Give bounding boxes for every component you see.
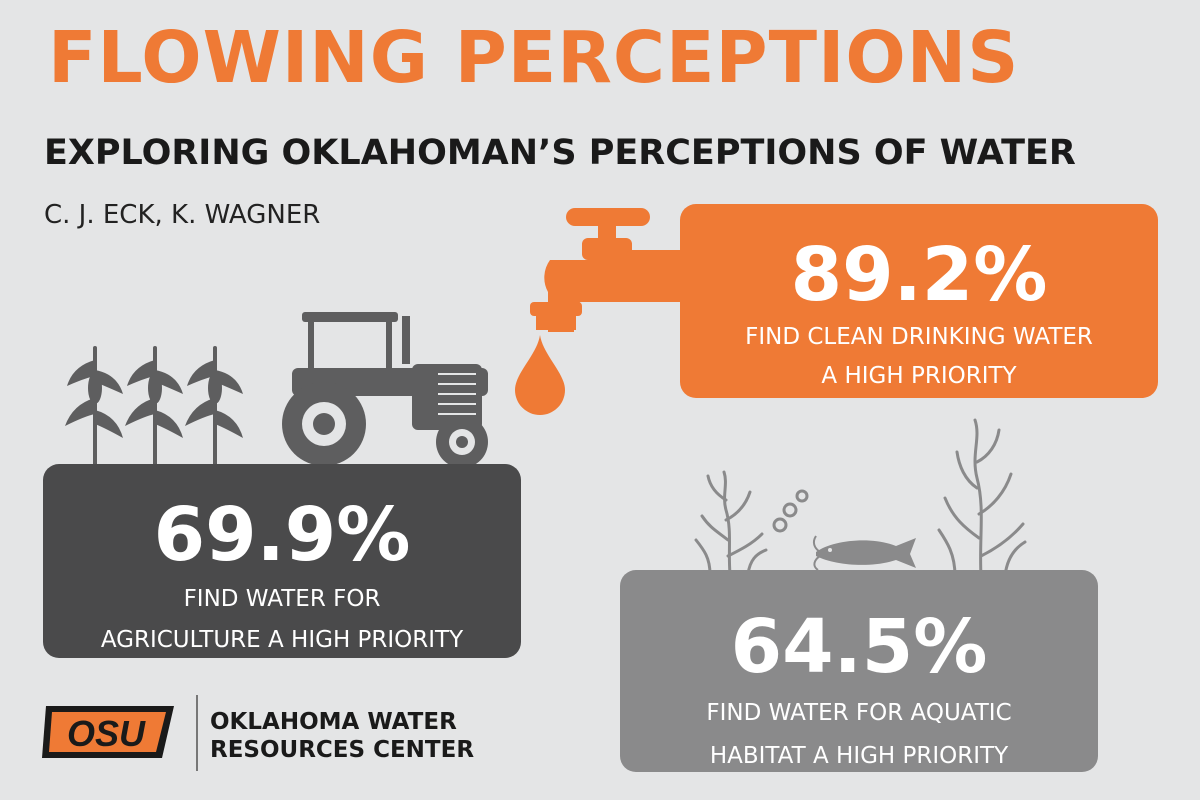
page-subtitle: EXPLORING OKLAHOMAN’S PERCEPTIONS OF WAT…: [44, 133, 1076, 173]
drinking-water-label-line1: FIND CLEAN DRINKING WATER: [745, 324, 1093, 350]
page-title: FLOWING PERCEPTIONS: [48, 16, 1020, 99]
organization-line1: OKLAHOMA WATER: [210, 709, 457, 735]
bubbles-icon: [772, 489, 809, 533]
drinking-water-card: 89.2% FIND CLEAN DRINKING WATER A HIGH P…: [680, 204, 1158, 398]
seaweed-icon: [694, 470, 768, 576]
seaweed-icon: [937, 418, 1027, 578]
agriculture-label-line2: AGRICULTURE A HIGH PRIORITY: [100, 627, 464, 654]
authors: C. J. ECK, K. WAGNER: [44, 200, 321, 230]
aquatic-label-line1: FIND WATER FOR AQUATIC: [706, 700, 1012, 726]
aquatic-label-line2: HABITAT A HIGH PRIORITY: [709, 743, 1009, 770]
faucet-icon: [530, 208, 686, 332]
agriculture-label-line1: FIND WATER FOR: [183, 586, 381, 612]
footer-divider: [196, 695, 198, 771]
agriculture-percent: 69.9%: [153, 492, 411, 578]
agriculture-card: 69.9% FIND WATER FOR AGRICULTURE A HIGH …: [43, 464, 521, 658]
corn-icon: [65, 346, 243, 466]
aquatic-percent: 64.5%: [730, 604, 988, 690]
catfish-icon: [812, 535, 916, 571]
drinking-water-percent: 89.2%: [790, 232, 1048, 318]
organization-line2: RESOURCES CENTER: [210, 737, 475, 764]
drinking-water-label-line2: A HIGH PRIORITY: [821, 363, 1017, 390]
osu-logo: OSU: [42, 706, 174, 758]
osu-logo-text: OSU: [67, 713, 146, 754]
water-drop-icon: [515, 335, 565, 415]
tractor-icon: [282, 312, 488, 468]
organization-name: OKLAHOMA WATER RESOURCES CENTER: [210, 708, 474, 764]
aquatic-habitat-card: 64.5% FIND WATER FOR AQUATIC HABITAT A H…: [620, 570, 1098, 772]
